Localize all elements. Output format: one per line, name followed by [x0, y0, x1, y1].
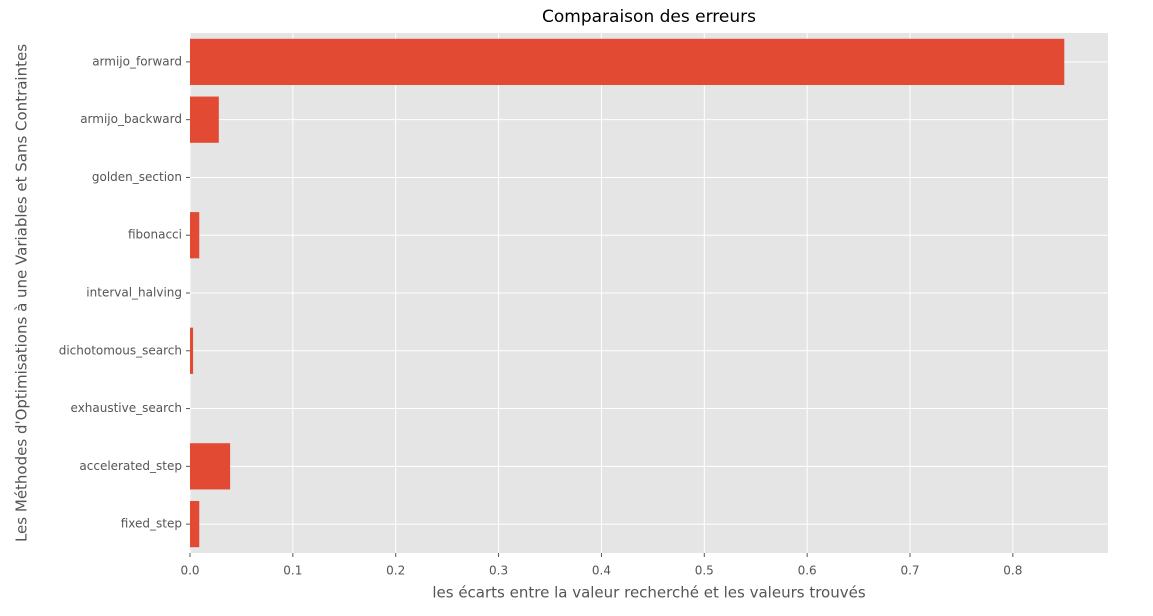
y-tick-label: interval_halving: [86, 286, 182, 300]
x-tick-label: 0.6: [798, 564, 817, 578]
bar: [190, 443, 231, 490]
bar: [190, 501, 200, 548]
x-tick-label: 0.3: [489, 564, 508, 578]
y-tick-label: armijo_backward: [80, 112, 182, 126]
y-tick-label: fixed_step: [121, 517, 182, 531]
y-tick-label: dichotomous_search: [59, 343, 182, 357]
y-tick-label: fibonacci: [128, 228, 182, 242]
bar: [190, 212, 200, 259]
y-tick-label: exhaustive_search: [71, 401, 182, 415]
x-tick-label: 0.1: [283, 564, 302, 578]
x-tick-label: 0.8: [1003, 564, 1022, 578]
y-tick-label: accelerated_step: [79, 459, 182, 473]
x-tick-label: 0.4: [592, 564, 611, 578]
y-tick-label: golden_section: [92, 170, 182, 184]
bar: [190, 38, 1065, 85]
x-tick-label: 0.2: [386, 564, 405, 578]
y-axis-label: Les Méthodes d'Optimisations à une Varia…: [13, 44, 31, 542]
bar: [190, 327, 194, 374]
x-tick-label: 0.0: [180, 564, 199, 578]
x-tick-label: 0.5: [695, 564, 714, 578]
x-axis-label: les écarts entre la valeur recherché et …: [432, 584, 865, 602]
bar: [190, 96, 219, 143]
y-tick-label: armijo_forward: [92, 54, 182, 68]
chart-title: Comparaison des erreurs: [542, 7, 756, 27]
x-tick-label: 0.7: [900, 564, 919, 578]
